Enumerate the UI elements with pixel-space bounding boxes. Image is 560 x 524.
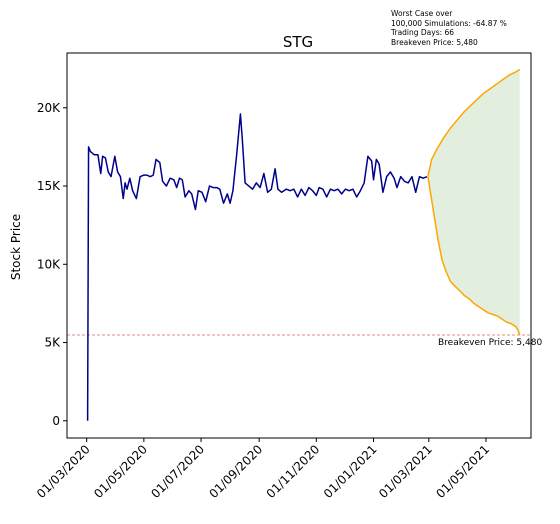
- y-tick-label: 15K: [37, 179, 61, 193]
- y-tick-label: 0: [52, 414, 60, 428]
- axes-frame: [66, 52, 532, 439]
- price-history-line: [86, 113, 428, 421]
- breakeven-label: Breakeven Price: 5,480: [438, 338, 542, 348]
- chart-title: STG: [283, 33, 313, 51]
- y-tick-label: 10K: [37, 257, 61, 271]
- projection-upper-line: [427, 68, 521, 177]
- x-tick-label: 01/11/2020: [264, 442, 323, 501]
- y-tick-label: 20K: [37, 101, 61, 115]
- x-tick-label: 01/01/2021: [321, 442, 380, 501]
- x-tick-label: 01/05/2021: [433, 442, 492, 501]
- simulation-annotation: Worst Case over 100,000 Simulations: -64…: [391, 9, 507, 47]
- annotation-line-3: Trading Days: 66: [391, 28, 455, 38]
- annotation-line-1: Worst Case over: [391, 9, 453, 18]
- x-tick-label: 01/07/2020: [148, 442, 207, 501]
- y-axis-label: Stock Price: [9, 214, 23, 280]
- x-tick-label: 01/03/2021: [376, 442, 435, 501]
- x-tick-label: 01/03/2020: [34, 442, 93, 501]
- plot-area: [67, 68, 531, 421]
- y-tick-label: 5K: [44, 336, 61, 350]
- annotation-line-4: Breakeven Price: 5,480: [391, 37, 478, 47]
- annotation-line-2: 100,000 Simulations: -64.87 %: [391, 18, 507, 28]
- x-tick-label: 01/05/2020: [91, 442, 150, 501]
- x-tick-label: 01/09/2020: [206, 442, 265, 501]
- projection-lower-line: [427, 176, 521, 336]
- projection-band: [427, 69, 520, 336]
